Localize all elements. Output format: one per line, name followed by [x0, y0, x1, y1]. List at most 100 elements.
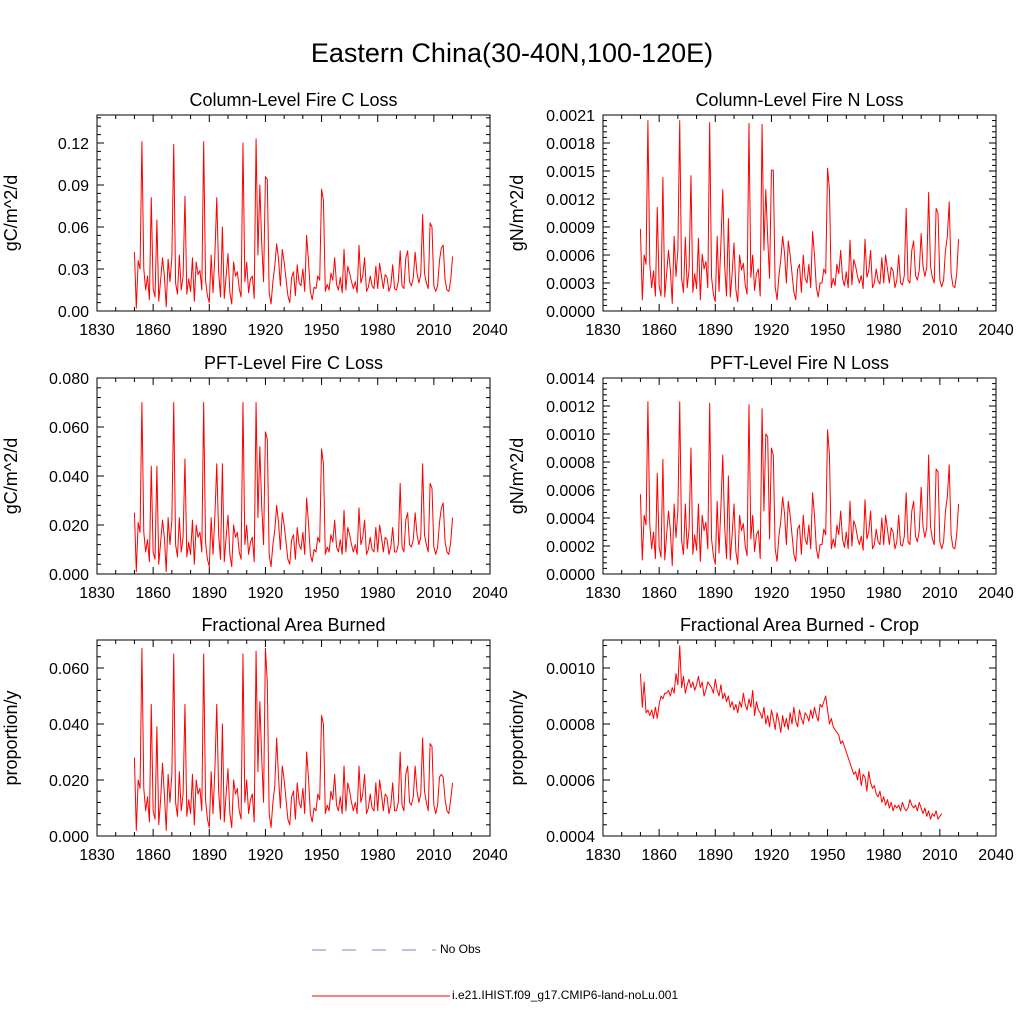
x-tick-label: 1890 [191, 322, 227, 339]
x-tick-label: 1830 [79, 322, 115, 339]
y-axis-label: gC/m^2/d [1, 438, 21, 514]
y-tick-label: 0.080 [49, 371, 89, 388]
y-tick-label: 0.0012 [546, 192, 595, 209]
y-tick-label: 0.0006 [546, 773, 595, 790]
panel-title: PFT-Level Fire C Loss [204, 353, 383, 373]
y-axis-label: gN/m^2/d [507, 438, 527, 514]
y-tick-label: 0.060 [49, 420, 89, 437]
x-tick-label: 1860 [135, 322, 171, 339]
x-tick-label: 1830 [79, 847, 115, 864]
y-tick-label: 0.0004 [546, 829, 595, 846]
y-tick-label: 0.000 [49, 829, 89, 846]
y-tick-label: 0.060 [49, 661, 89, 678]
y-tick-label: 0.020 [49, 518, 89, 535]
y-axis-label: gN/m^2/d [507, 175, 527, 251]
x-tick-label: 1890 [697, 585, 733, 602]
plot-frame [602, 377, 997, 575]
y-tick-label: 0.0018 [546, 136, 595, 153]
panel-2: Column-Level Fire N Loss gN/m^2/d 1830 1860… [507, 90, 1014, 339]
figure-title: Eastern China(30-40N,100-120E) [310, 38, 714, 68]
x-tick-label: 2010 [416, 322, 452, 339]
x-tick-label: 1890 [697, 847, 733, 864]
x-tick-label: 1920 [248, 322, 284, 339]
x-tick-label: 1950 [304, 585, 340, 602]
x-tick-label: 2040 [472, 847, 508, 864]
x-tick-label: 1980 [866, 847, 902, 864]
series-line [639, 645, 943, 820]
y-tick-label: 0.0010 [546, 661, 595, 678]
x-tick-label: 1920 [754, 847, 790, 864]
legend-label-no-obs: No Obs [440, 942, 481, 956]
x-tick-label: 2040 [978, 847, 1014, 864]
x-tick-label: 1830 [79, 585, 115, 602]
x-tick-label: 1950 [304, 322, 340, 339]
x-tick-label: 1950 [810, 847, 846, 864]
y-tick-label: 0.000 [49, 567, 89, 584]
x-tick-label: 1920 [754, 585, 790, 602]
x-tick-label: 2040 [978, 322, 1014, 339]
series-line [639, 401, 960, 567]
series-line [133, 402, 454, 573]
x-tick-label: 1860 [135, 585, 171, 602]
x-tick-label: 2040 [472, 322, 508, 339]
x-tick-label: 1890 [191, 847, 227, 864]
y-tick-label: 0.0006 [546, 248, 595, 265]
y-tick-label: 0.0008 [546, 455, 595, 472]
y-tick-label: 0.040 [49, 717, 89, 734]
y-tick-label: 0.0015 [546, 164, 595, 181]
x-tick-label: 1830 [585, 585, 621, 602]
x-tick-label: 1980 [866, 585, 902, 602]
y-axis-label: proportion/y [1, 690, 21, 785]
y-tick-label: 0.0003 [546, 276, 595, 293]
panel-title: Column-Level Fire C Loss [189, 90, 397, 110]
plot-frame [96, 639, 491, 837]
legend-swatch-model [312, 995, 450, 997]
panel-6: Fractional Area Burned - Crop proportion/… [507, 615, 1014, 864]
x-tick-label: 1950 [810, 322, 846, 339]
x-tick-label: 1860 [641, 585, 677, 602]
panel-1: Column-Level Fire C Loss gC/m^2/d 1830 1860… [1, 90, 508, 339]
x-tick-label: 2040 [978, 585, 1014, 602]
x-tick-label: 1980 [360, 322, 396, 339]
x-tick-label: 2010 [922, 585, 958, 602]
y-tick-label: 0.00 [58, 304, 89, 321]
x-tick-label: 2010 [416, 847, 452, 864]
y-tick-label: 0.0010 [546, 427, 595, 444]
x-tick-label: 1950 [810, 585, 846, 602]
x-tick-label: 2040 [472, 585, 508, 602]
x-tick-label: 1830 [585, 322, 621, 339]
y-tick-label: 0.0000 [546, 304, 595, 321]
series-line [133, 138, 454, 309]
plot-frame [602, 639, 997, 837]
panel-5: Fractional Area Burned proportion/y 1830 18… [1, 615, 508, 864]
y-axis-label: proportion/y [507, 690, 527, 785]
x-tick-label: 2010 [416, 585, 452, 602]
y-tick-label: 0.0006 [546, 483, 595, 500]
y-tick-label: 0.12 [58, 136, 89, 153]
x-tick-label: 2010 [922, 322, 958, 339]
panel-title: Fractional Area Burned - Crop [680, 615, 919, 635]
plot-frame [96, 377, 491, 575]
x-tick-label: 1860 [641, 322, 677, 339]
x-tick-label: 1860 [135, 847, 171, 864]
x-tick-label: 1980 [360, 585, 396, 602]
y-tick-label: 0.0002 [546, 539, 595, 556]
y-tick-label: 0.020 [49, 773, 89, 790]
x-tick-label: 1890 [697, 322, 733, 339]
panel-title: PFT-Level Fire N Loss [710, 353, 889, 373]
y-axis-label: gC/m^2/d [1, 175, 21, 251]
panel-3: PFT-Level Fire C Loss gC/m^2/d 1830 1860 189… [1, 353, 508, 602]
y-tick-label: 0.03 [58, 262, 89, 279]
panel-title: Column-Level Fire N Loss [695, 90, 903, 110]
panel-4: PFT-Level Fire N Loss gN/m^2/d 1830 1860 189… [507, 353, 1014, 602]
x-tick-label: 1950 [304, 847, 340, 864]
x-tick-label: 1890 [191, 585, 227, 602]
series-line [133, 647, 454, 831]
legend-swatch-no-obs [312, 949, 436, 951]
plot-frame [602, 114, 997, 312]
x-tick-label: 1920 [248, 585, 284, 602]
x-tick-label: 1920 [248, 847, 284, 864]
plot-frame [96, 114, 491, 312]
panel-title: Fractional Area Burned [201, 615, 385, 635]
